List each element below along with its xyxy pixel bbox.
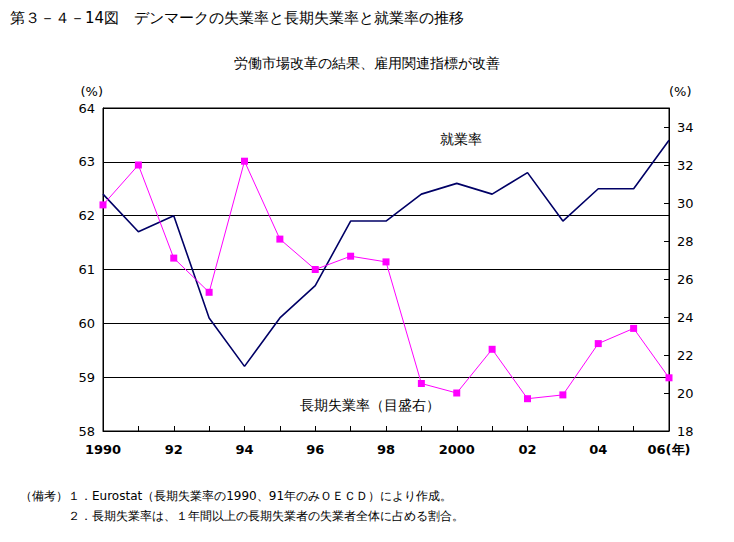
svg-text:1990: 1990 (85, 442, 121, 457)
svg-text:02: 02 (518, 442, 536, 457)
svg-text:34: 34 (677, 120, 694, 135)
svg-text:06(年): 06(年) (648, 442, 691, 457)
svg-text:92: 92 (165, 442, 183, 457)
svg-text:58: 58 (78, 424, 95, 439)
svg-text:20: 20 (677, 386, 694, 401)
svg-text:(%): (%) (669, 84, 692, 99)
svg-text:第３－４－14図 デンマークの失業率と長期失業率と就業率の推: 第３－４－14図 デンマークの失業率と長期失業率と就業率の推移 (10, 9, 464, 27)
svg-text:18: 18 (677, 424, 694, 439)
svg-text:（備考）１．Eurostat（長期失業率の1990、91年の: （備考）１．Eurostat（長期失業率の1990、91年のみＯＥＣＤ）により作… (20, 489, 452, 503)
svg-text:(%): (%) (81, 84, 104, 99)
svg-text:59: 59 (78, 370, 95, 385)
svg-text:60: 60 (78, 316, 95, 331)
svg-text:62: 62 (78, 208, 95, 223)
svg-text:64: 64 (78, 101, 95, 116)
svg-text:30: 30 (677, 196, 694, 211)
svg-text:22: 22 (677, 348, 694, 363)
svg-text:32: 32 (677, 158, 694, 173)
svg-text:61: 61 (78, 262, 95, 277)
svg-text:労働市場改革の結果、雇用関連指標が改善: 労働市場改革の結果、雇用関連指標が改善 (234, 55, 500, 71)
svg-text:26: 26 (677, 272, 694, 287)
svg-text:２．長期失業率は、１年間以上の長期失業者の失業者全体に占める: ２．長期失業率は、１年間以上の長期失業者の失業者全体に占める割合。 (20, 509, 464, 523)
svg-text:28: 28 (677, 234, 694, 249)
svg-text:2000: 2000 (439, 442, 475, 457)
svg-text:96: 96 (306, 442, 324, 457)
svg-text:04: 04 (589, 442, 607, 457)
svg-text:94: 94 (235, 442, 253, 457)
svg-text:就業率: 就業率 (440, 131, 482, 147)
svg-text:長期失業率（目盛右）: 長期失業率（目盛右） (300, 397, 440, 413)
svg-text:98: 98 (377, 442, 395, 457)
svg-text:63: 63 (78, 154, 95, 169)
svg-text:24: 24 (677, 310, 694, 325)
